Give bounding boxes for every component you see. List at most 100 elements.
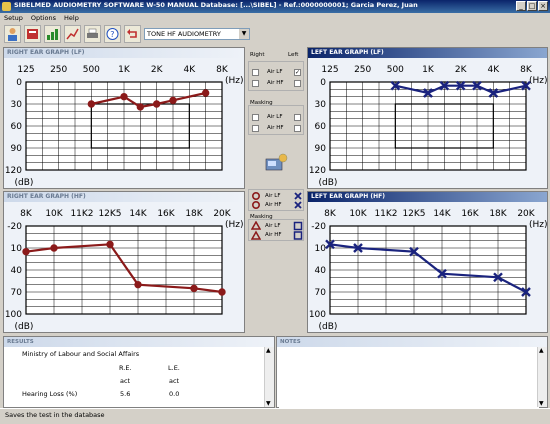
left-ear-lf-graph[interactable]: 125 250 500 1K 2K 4K 8K 0 30 60 90 120 (Hz) (dB) bbox=[308, 48, 549, 190]
x-tick-label: 14K bbox=[129, 209, 147, 219]
audiogram-button[interactable] bbox=[44, 25, 61, 43]
x-tick-label: 1K bbox=[118, 65, 131, 75]
scroll-up-icon[interactable]: ▲ bbox=[539, 347, 544, 354]
x-tick-label: 500 bbox=[83, 65, 100, 75]
print-icon bbox=[87, 28, 98, 38]
data-point bbox=[136, 103, 145, 111]
help-button[interactable]: ? bbox=[104, 25, 121, 43]
close-button[interactable]: × bbox=[538, 1, 548, 11]
notes-title: NOTES bbox=[277, 337, 547, 347]
patient-button[interactable] bbox=[4, 25, 21, 43]
x-tick-label: 20K bbox=[517, 209, 535, 219]
y-tick-label: 70 bbox=[11, 288, 23, 298]
x-tick-label: 16K bbox=[157, 209, 175, 219]
x-tick-label: 16K bbox=[461, 209, 479, 219]
symbol-legend: Air LF Air HF bbox=[248, 189, 304, 211]
institution-name: Ministry of Labour and Social Affairs bbox=[22, 350, 140, 358]
x-tick-label: 4K bbox=[488, 65, 501, 75]
masking-checks-group: Air LF Air HF bbox=[248, 105, 304, 135]
left-air-lf-checkbox[interactable]: ✓ bbox=[294, 69, 301, 76]
x-tick-label: 500 bbox=[387, 65, 404, 75]
y-tick-label: 120 bbox=[5, 166, 22, 176]
data-point bbox=[22, 247, 30, 256]
y-tick-label: 100 bbox=[309, 310, 326, 320]
left-air-hf-checkbox[interactable] bbox=[294, 80, 301, 87]
center-controls: Right Left Air LF ✓ Air HF Masking Air L… bbox=[247, 47, 305, 333]
right-masking-air-hf-checkbox[interactable] bbox=[252, 125, 259, 132]
data-point bbox=[423, 88, 433, 98]
database-button[interactable] bbox=[24, 25, 41, 43]
test-type-select[interactable]: TONE HF AUDIOMETRY ▼ bbox=[144, 28, 250, 40]
right-ear-hf-panel: RIGHT EAR GRAPH (HF) 8K 10K 11K2 12K5 14K 16K… bbox=[3, 191, 245, 333]
y-tick-label: 70 bbox=[315, 288, 327, 298]
print-button[interactable] bbox=[84, 25, 101, 43]
results-title: RESULTS bbox=[4, 337, 274, 347]
app-icon bbox=[2, 2, 11, 11]
right-air-hf-checkbox[interactable] bbox=[252, 80, 259, 87]
x-tick-label: 20K bbox=[213, 209, 231, 219]
scroll-down-icon[interactable]: ▼ bbox=[266, 400, 271, 407]
patient-icon bbox=[8, 28, 17, 41]
y-tick-label: 0 bbox=[16, 78, 22, 88]
audiometer-icon[interactable] bbox=[264, 153, 288, 173]
back-button[interactable] bbox=[124, 25, 141, 43]
masking-left-symbols bbox=[293, 221, 303, 240]
data-point bbox=[521, 287, 531, 297]
y-tick-label: 0 bbox=[320, 78, 326, 88]
data-point bbox=[353, 243, 363, 253]
x-unit-label: (Hz) bbox=[225, 220, 244, 230]
series-line bbox=[25, 243, 223, 294]
right-ear-lf-graph[interactable]: 125 250 500 1K 2K 4K 8K 0 30 60 90 120 (Hz) (dB) bbox=[4, 48, 246, 190]
back-arrow-icon bbox=[127, 29, 137, 38]
chart-button[interactable] bbox=[64, 25, 81, 43]
notes-panel: NOTES ▲ ▼ bbox=[276, 336, 548, 409]
left-masking-air-hf-checkbox[interactable] bbox=[294, 125, 301, 132]
left-masking-air-lf-checkbox[interactable] bbox=[294, 114, 301, 121]
x-unit-label: (Hz) bbox=[225, 76, 244, 86]
maximize-button[interactable]: □ bbox=[527, 1, 537, 11]
menu-options[interactable]: Options bbox=[30, 14, 57, 22]
right-ear-hf-graph[interactable]: 8K 10K 11K2 12K5 14K 16K 18K 20K -20 10 40 70 100 (Hz… bbox=[4, 192, 246, 334]
test-type-value: TONE HF AUDIOMETRY bbox=[147, 30, 221, 38]
scroll-up-icon[interactable]: ▲ bbox=[266, 347, 271, 354]
air-checks-group: Air LF ✓ Air HF bbox=[248, 61, 304, 91]
data-point bbox=[134, 280, 142, 289]
x-tick-label: 8K bbox=[520, 65, 533, 75]
x-tick-label: 2K bbox=[455, 65, 468, 75]
minimize-button[interactable]: _ bbox=[516, 1, 526, 11]
x-tick-label: 250 bbox=[50, 65, 67, 75]
x-tick-label: 14K bbox=[433, 209, 451, 219]
data-point bbox=[439, 80, 450, 91]
chevron-down-icon[interactable]: ▼ bbox=[239, 29, 249, 39]
air-hf-label: Air HF bbox=[267, 80, 284, 86]
hearing-loss-le: 0.0 bbox=[169, 390, 180, 398]
data-point bbox=[120, 92, 128, 101]
right-air-lf-checkbox[interactable] bbox=[252, 69, 259, 76]
col-re-sub: act bbox=[120, 377, 131, 385]
y-tick-label: 40 bbox=[315, 266, 327, 276]
left-ear-symbols bbox=[294, 192, 302, 209]
hearing-loss-label: Hearing Loss (%) bbox=[22, 390, 78, 398]
data-point bbox=[521, 80, 531, 91]
y-tick-label: 60 bbox=[11, 122, 23, 132]
help-icon: ? bbox=[106, 28, 119, 40]
menu-help[interactable]: Help bbox=[64, 14, 79, 22]
window-title: SIBELMED AUDIOMETRY SOFTWARE W-50 MANUAL… bbox=[14, 1, 418, 9]
left-ear-hf-graph[interactable]: 8K 10K 11K2 12K5 14K 16K 18K 20K -20 10 40 70 100 (Hz… bbox=[308, 192, 549, 334]
x-unit-label: (Hz) bbox=[529, 220, 548, 230]
y-tick-label: 100 bbox=[5, 310, 22, 320]
masking-legend: Air LF Air HF bbox=[248, 219, 304, 241]
right-ear-symbols bbox=[251, 191, 261, 210]
left-ear-lf-title: LEFT EAR GRAPH (LF) bbox=[308, 48, 547, 58]
x-tick-label: 125 bbox=[17, 65, 34, 75]
scroll-down-icon[interactable]: ▼ bbox=[539, 400, 544, 407]
notes-scrollbar[interactable]: ▲ ▼ bbox=[537, 347, 547, 407]
notes-input[interactable] bbox=[279, 348, 539, 409]
y-tick-label: 90 bbox=[11, 144, 23, 154]
database-icon bbox=[27, 29, 38, 39]
menu-setup[interactable]: Setup bbox=[4, 14, 23, 22]
right-masking-air-lf-checkbox[interactable] bbox=[252, 114, 259, 121]
results-scrollbar[interactable]: ▲ ▼ bbox=[264, 347, 274, 407]
right-column-label: Right bbox=[250, 52, 265, 58]
right-ear-lf-panel: RIGHT EAR GRAPH (LF) 125 250 500 1K 2K 4K 8K 0 3… bbox=[3, 47, 245, 189]
